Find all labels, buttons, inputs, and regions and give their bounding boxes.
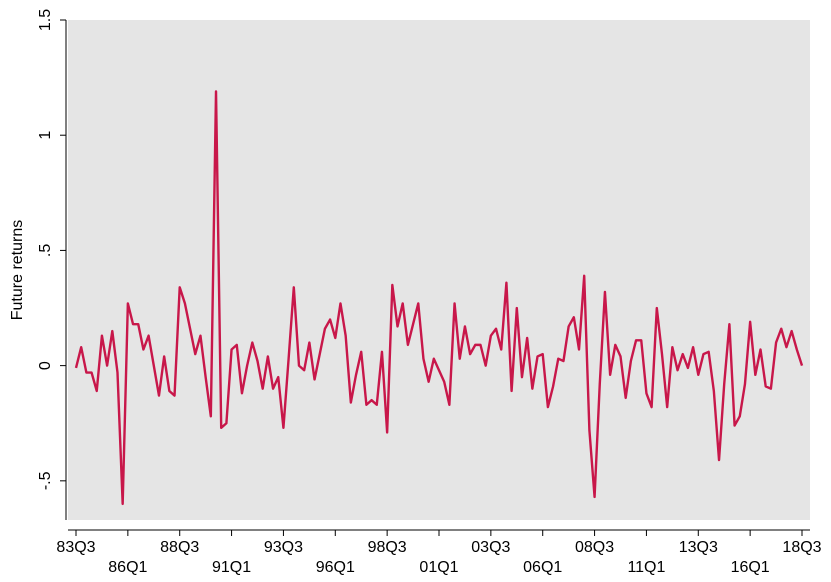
x-tick-label: 96Q1 [316,559,355,576]
x-tick-label: 86Q1 [108,559,147,576]
x-tick-label: 93Q3 [264,539,303,556]
x-tick-label: 08Q3 [575,539,614,556]
y-tick-label: .5 [37,244,54,257]
x-tick-label: 88Q3 [160,539,199,556]
x-tick-label: 06Q1 [523,559,562,576]
y-tick-label: 1.5 [37,9,54,31]
x-tick-label: 11Q1 [627,559,665,576]
y-tick-label: 1 [37,131,54,140]
x-tick-label: 03Q3 [471,539,510,556]
x-tick-label: 83Q3 [56,539,95,556]
x-tick-label: 98Q3 [368,539,407,556]
x-tick-label: 18Q3 [782,539,821,556]
data-line [74,90,804,506]
y-tick-label: 0 [37,361,54,370]
y-axis-title: Future returns [9,220,26,320]
plot-area [68,20,810,520]
y-tick-label: -.5 [37,471,54,490]
x-tick-label: 13Q3 [679,539,718,556]
x-tick-label: 16Q1 [731,559,770,576]
x-tick-label: 01Q1 [419,559,458,576]
x-tick-label: 91Q1 [212,559,251,576]
